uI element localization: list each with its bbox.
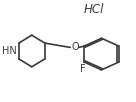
Text: F: F	[80, 64, 86, 74]
Text: HCl: HCl	[84, 3, 104, 16]
Text: HN: HN	[2, 46, 17, 56]
Text: O: O	[72, 42, 79, 52]
